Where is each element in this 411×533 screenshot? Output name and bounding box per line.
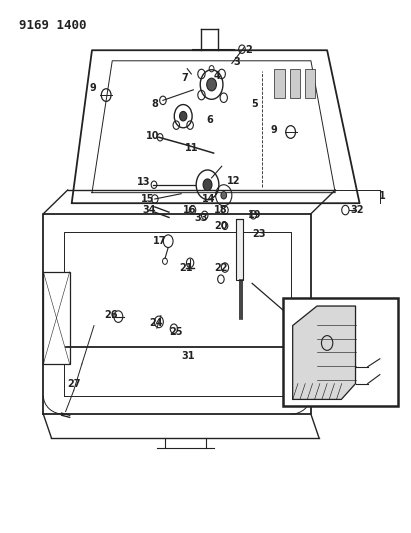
Text: 21: 21 <box>179 263 193 272</box>
Polygon shape <box>293 306 356 399</box>
Text: 27: 27 <box>67 378 81 389</box>
Text: 10: 10 <box>146 131 159 141</box>
Bar <box>275 69 284 98</box>
Bar <box>282 298 398 406</box>
Text: 9: 9 <box>90 83 96 93</box>
Text: 30: 30 <box>360 324 374 334</box>
Text: 23: 23 <box>252 229 266 239</box>
Circle shape <box>180 111 187 121</box>
Text: 16: 16 <box>183 205 197 215</box>
Text: 20: 20 <box>214 221 228 231</box>
Bar <box>43 272 70 364</box>
Text: 15: 15 <box>141 194 155 204</box>
Text: 22: 22 <box>214 263 228 272</box>
Circle shape <box>203 179 212 191</box>
Text: 28: 28 <box>282 394 296 405</box>
Text: 25: 25 <box>170 327 183 337</box>
Circle shape <box>207 78 217 91</box>
Text: 26: 26 <box>105 310 118 320</box>
Text: 34: 34 <box>143 205 156 215</box>
Text: 19: 19 <box>248 210 262 220</box>
Bar <box>236 219 243 280</box>
Text: 14: 14 <box>202 194 215 204</box>
Text: 3: 3 <box>234 58 240 67</box>
Bar <box>290 69 300 98</box>
Text: 18: 18 <box>214 205 228 215</box>
Text: 13: 13 <box>137 177 150 187</box>
Text: 8: 8 <box>151 99 158 109</box>
Text: 24: 24 <box>149 318 163 328</box>
Text: 31: 31 <box>182 351 195 361</box>
Text: 17: 17 <box>153 236 167 246</box>
Text: 7: 7 <box>182 72 189 83</box>
Text: 9: 9 <box>270 125 277 135</box>
Text: 11: 11 <box>185 143 198 153</box>
Text: 29: 29 <box>359 336 372 346</box>
Text: 1: 1 <box>379 191 385 201</box>
Text: 4: 4 <box>213 70 220 80</box>
Text: 12: 12 <box>227 176 240 186</box>
Bar <box>305 69 315 98</box>
Text: 9169 1400: 9169 1400 <box>19 19 86 31</box>
Text: 32: 32 <box>351 205 364 215</box>
Text: 33: 33 <box>194 213 208 223</box>
Text: 5: 5 <box>251 99 258 109</box>
Circle shape <box>221 191 226 199</box>
Text: 2: 2 <box>245 45 252 55</box>
Text: 6: 6 <box>206 115 213 125</box>
